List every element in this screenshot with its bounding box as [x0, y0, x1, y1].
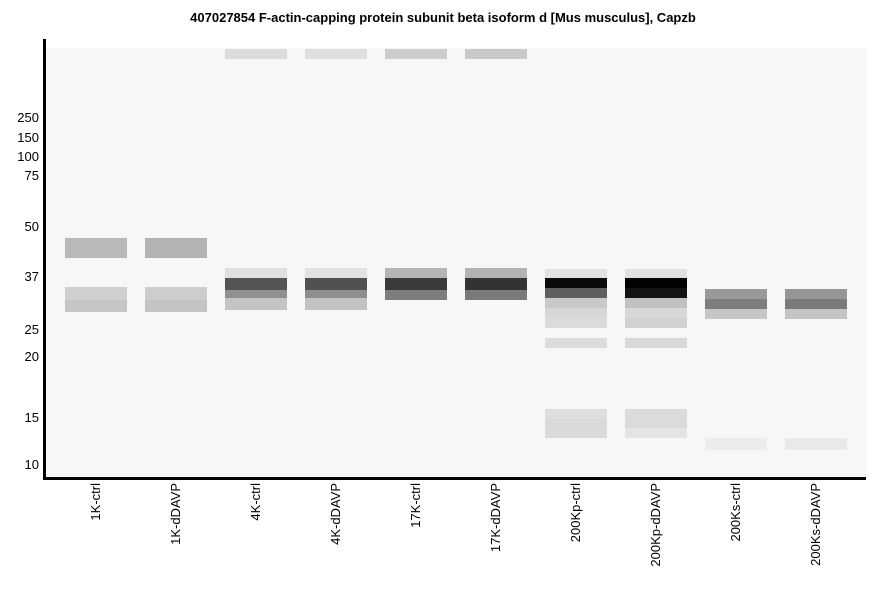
mw-marker-label: 100 — [17, 149, 39, 164]
gel-band — [625, 288, 687, 298]
gel-band — [785, 309, 847, 319]
gel-band — [625, 338, 687, 348]
lane-label: 1K-ctrl — [88, 483, 103, 521]
gel-band — [305, 268, 367, 278]
gel-band — [545, 308, 607, 318]
gel-band — [465, 278, 527, 290]
lane-label: 200Ks-dDAVP — [808, 483, 823, 566]
y-axis-line — [43, 39, 46, 480]
gel-band — [385, 49, 447, 59]
gel-band — [225, 290, 287, 298]
gel-band — [545, 318, 607, 328]
gel-plot-area — [46, 48, 866, 479]
gel-band — [145, 238, 207, 258]
gel-band — [465, 268, 527, 278]
gel-band — [625, 269, 687, 278]
gel-band — [545, 269, 607, 278]
mw-marker-label: 75 — [24, 168, 39, 183]
gel-band — [785, 289, 847, 299]
gel-band — [545, 278, 607, 288]
gel-band — [545, 409, 607, 419]
plot-title: 407027854 F-actin-capping protein subuni… — [190, 10, 696, 25]
gel-band — [385, 290, 447, 300]
mw-marker-label: 250 — [17, 110, 39, 125]
gel-band — [705, 438, 767, 450]
gel-band — [65, 300, 127, 312]
gel-band — [225, 49, 287, 59]
lane-label: 17K-dDAVP — [488, 483, 503, 553]
lane-label: 200Kp-dDAVP — [648, 483, 663, 567]
lane-label: 200Kp-ctrl — [568, 483, 583, 543]
gel-band — [705, 299, 767, 309]
gel-band — [545, 298, 607, 308]
gel-band — [305, 49, 367, 59]
gel-band — [225, 268, 287, 278]
gel-band — [145, 287, 207, 300]
gel-band — [625, 409, 687, 428]
gel-band — [545, 419, 607, 438]
gel-band — [545, 288, 607, 298]
mw-marker-label: 150 — [17, 130, 39, 145]
lane-label: 1K-dDAVP — [168, 483, 183, 545]
gel-band — [305, 298, 367, 310]
mw-marker-label: 10 — [24, 457, 39, 472]
mw-marker-label: 15 — [24, 410, 39, 425]
lane-label: 17K-ctrl — [408, 483, 423, 528]
lane-label: 200Ks-ctrl — [728, 483, 743, 542]
gel-band — [625, 308, 687, 318]
gel-band — [305, 278, 367, 290]
lane-label: 4K-dDAVP — [328, 483, 343, 545]
mw-marker-label: 50 — [24, 219, 39, 234]
gel-band — [305, 290, 367, 298]
gel-band — [785, 299, 847, 309]
gel-band — [225, 298, 287, 310]
lane-label: 4K-ctrl — [248, 483, 263, 521]
gel-band — [705, 289, 767, 299]
gel-band — [225, 278, 287, 290]
gel-band — [625, 318, 687, 328]
x-axis-line — [43, 477, 866, 480]
mw-marker-label: 25 — [24, 322, 39, 337]
gel-band — [465, 290, 527, 300]
gel-band — [625, 278, 687, 288]
mw-marker-label: 37 — [24, 269, 39, 284]
gel-band — [465, 49, 527, 59]
gel-band — [65, 287, 127, 300]
gel-band — [385, 278, 447, 290]
gel-band — [65, 238, 127, 258]
gel-band — [145, 300, 207, 312]
gel-band — [785, 438, 847, 450]
gel-band — [385, 268, 447, 278]
gel-band — [705, 309, 767, 319]
gel-band — [625, 298, 687, 308]
mw-marker-label: 20 — [24, 349, 39, 364]
gel-band — [625, 428, 687, 438]
gel-band — [545, 338, 607, 348]
